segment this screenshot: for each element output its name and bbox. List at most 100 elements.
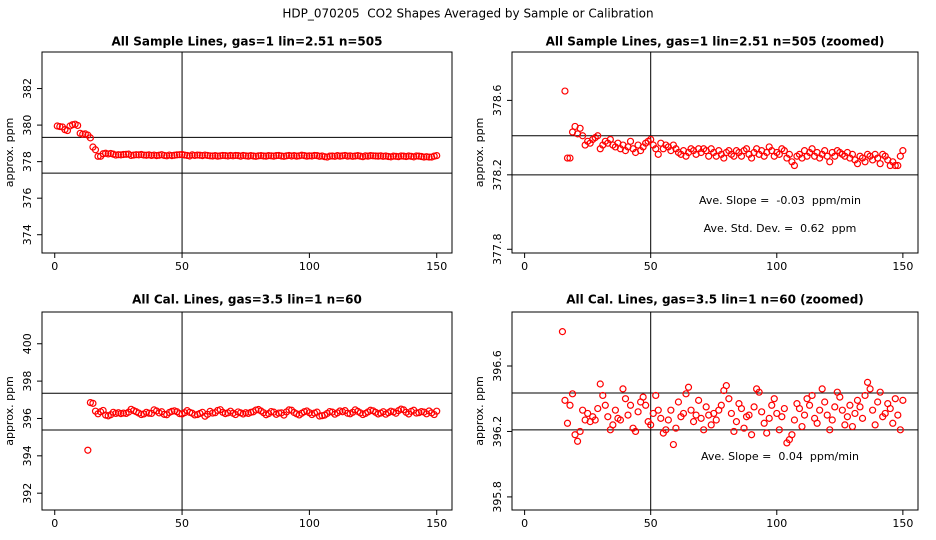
y-tick-label: 400 [21,333,34,354]
data-point [866,385,874,393]
data-point [682,390,690,398]
data-point [160,151,168,160]
data-point [219,151,227,160]
data-point [242,152,250,160]
data-point [425,153,433,161]
data-point [652,145,660,153]
data-point [272,152,280,160]
data-point [596,380,604,388]
data-point [647,421,655,429]
data-point [874,398,882,406]
data-point [816,406,824,414]
data-point [798,422,806,431]
data-point [763,429,771,437]
data-point [889,419,897,427]
data-point [891,395,899,403]
data-point [249,152,257,160]
data-point [601,401,609,409]
data-point [863,378,872,386]
data-point [899,147,907,155]
data-point [856,403,864,411]
data-point [826,426,834,434]
data-point [869,406,877,414]
data-point [282,152,291,160]
data-point [775,150,783,158]
data-point [173,151,181,159]
data-point [750,403,758,411]
data-point [803,395,811,403]
data-point [871,421,879,429]
x-tick-label: 150 [426,260,447,273]
data-point [86,134,94,142]
data-point [175,151,184,159]
data-point [881,409,889,418]
data-point [315,152,324,160]
data-point [621,395,630,403]
x-tick-label: 100 [299,517,320,530]
data-point [119,409,128,417]
data-point [737,152,746,160]
data-point [147,151,156,160]
data-point [405,152,413,160]
data-point [684,383,693,391]
y-tick-label: 382 [21,78,34,99]
data-point [229,152,237,160]
data-point [201,151,209,159]
data-point [679,409,688,418]
data-point [619,385,627,393]
data-point [196,151,204,159]
data-point [433,152,441,160]
data-point [896,152,904,160]
data-point [745,411,753,419]
chart-title: All Cal. Lines, gas=3.5 lin=1 n=60 [132,293,362,307]
plot-frame [511,51,919,254]
data-point [760,419,768,427]
data-point [191,151,199,160]
y-tick-label: 396 [21,408,34,429]
data-point [821,147,829,155]
data-point [571,431,579,439]
x-tick-label: 0 [51,517,58,530]
data-point [647,135,655,144]
data-point [579,406,587,414]
x-tick-label: 100 [766,260,787,273]
data-point [397,152,405,160]
data-point [841,421,849,429]
data-point [876,160,884,168]
data-point [599,391,607,400]
data-point [747,431,756,439]
data-point [361,152,370,160]
data-point [305,152,313,160]
data-point [561,87,569,95]
data-point [277,152,285,160]
data-point [808,391,816,400]
data-point [705,152,713,160]
data-point [298,151,306,159]
data-point [853,396,862,404]
y-axis-label: approx. ppm [3,118,16,188]
data-point [788,431,796,439]
data-point [412,152,420,160]
data-point [563,154,572,162]
data-point [259,152,268,160]
data-point [672,424,680,432]
data-point [755,388,763,396]
data-point [846,401,854,409]
data-point [654,150,662,158]
data-point [175,410,184,418]
data-point [351,152,359,160]
data-point [740,424,748,432]
data-point [214,152,222,160]
data-point [874,154,882,162]
data-point [84,446,92,454]
data-point [254,152,263,160]
x-tick-label: 0 [51,260,58,273]
data-point [858,414,867,422]
data-point [725,395,733,403]
data-point [689,418,698,426]
data-point [422,153,431,161]
data-point [119,150,128,159]
data-point [780,404,788,413]
chart-title: All Cal. Lines, gas=3.5 lin=1 n=60 (zoom… [566,293,864,307]
data-point [823,411,831,419]
